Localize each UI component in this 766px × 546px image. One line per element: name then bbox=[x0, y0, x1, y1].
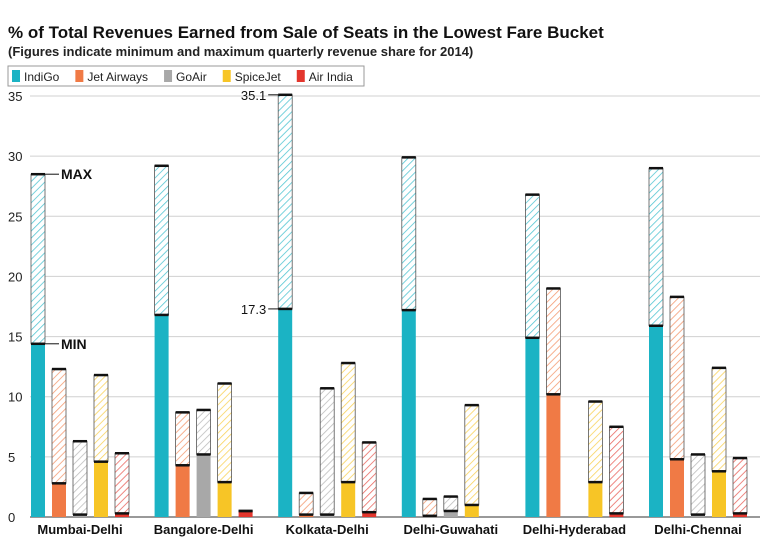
min-bar bbox=[609, 513, 624, 517]
min-bar bbox=[525, 337, 540, 517]
range-box bbox=[114, 452, 130, 514]
min-bar bbox=[154, 314, 169, 517]
x-tick-label: Delhi-Hyderabad bbox=[523, 522, 626, 537]
range-box bbox=[196, 409, 212, 455]
range-box bbox=[175, 411, 191, 466]
min-bar bbox=[94, 461, 108, 517]
min-bar bbox=[278, 308, 293, 517]
min-bar bbox=[401, 310, 416, 517]
range-box bbox=[93, 374, 109, 463]
min-bar bbox=[546, 394, 561, 517]
range-box bbox=[546, 288, 561, 395]
min-bar bbox=[217, 482, 232, 517]
y-tick-label: 20 bbox=[8, 269, 22, 284]
range-box bbox=[217, 383, 233, 483]
legend-swatch bbox=[164, 70, 173, 82]
min-bar bbox=[341, 482, 356, 517]
y-tick-label: 35 bbox=[8, 89, 22, 104]
data-label: 17.3 bbox=[241, 302, 266, 317]
range-box bbox=[277, 94, 293, 310]
min-bar bbox=[649, 325, 663, 517]
annotation: MIN bbox=[61, 336, 87, 352]
range-box bbox=[401, 156, 417, 311]
legend-swatch bbox=[222, 70, 231, 82]
legend-box bbox=[7, 65, 365, 87]
range-box bbox=[732, 457, 748, 514]
data-label: 35.1 bbox=[241, 88, 266, 103]
min-bar bbox=[362, 512, 377, 517]
min-bar bbox=[31, 343, 45, 517]
legend-label: Jet Airways bbox=[87, 70, 148, 84]
annotation: MAX bbox=[61, 166, 93, 182]
range-box bbox=[690, 454, 706, 515]
range-box bbox=[340, 362, 356, 483]
range-box bbox=[298, 492, 314, 515]
legend-label: GoAir bbox=[176, 70, 207, 84]
min-bar bbox=[588, 482, 603, 517]
legend-swatch bbox=[296, 70, 305, 82]
range-box bbox=[443, 496, 459, 512]
range-box bbox=[711, 367, 727, 472]
x-tick-label: Kolkata-Delhi bbox=[286, 522, 369, 537]
min-bar bbox=[733, 513, 747, 517]
range-box bbox=[154, 165, 170, 316]
range-box bbox=[422, 498, 438, 517]
legend-swatch bbox=[75, 70, 84, 82]
min-bar bbox=[464, 504, 479, 517]
range-box bbox=[525, 194, 540, 339]
range-box bbox=[464, 404, 480, 506]
y-tick-label: 10 bbox=[8, 390, 22, 405]
y-tick-label: 5 bbox=[8, 450, 15, 465]
legend-label: SpiceJet bbox=[235, 70, 282, 84]
min-bar bbox=[52, 483, 66, 517]
range-box bbox=[72, 440, 88, 515]
min-bar bbox=[443, 510, 458, 517]
range-box bbox=[51, 368, 67, 484]
legend-label: IndiGo bbox=[24, 70, 60, 84]
min-bar bbox=[196, 454, 211, 517]
min-bar bbox=[670, 459, 684, 517]
x-tick-label: Delhi-Chennai bbox=[654, 522, 741, 537]
range-box bbox=[319, 387, 335, 515]
min-bar bbox=[175, 465, 190, 517]
min-bar bbox=[712, 471, 726, 517]
legend-swatch bbox=[12, 70, 20, 82]
range-box bbox=[588, 401, 603, 483]
y-tick-label: 15 bbox=[8, 330, 22, 345]
y-tick-label: 0 bbox=[8, 510, 15, 525]
range-box bbox=[361, 442, 377, 513]
x-tick-label: Mumbai-Delhi bbox=[37, 522, 122, 537]
x-tick-label: Bangalore-Delhi bbox=[154, 522, 254, 537]
chart-subtitle: (Figures indicate minimum and maximum qu… bbox=[8, 44, 473, 59]
range-box bbox=[669, 296, 685, 460]
min-bar bbox=[115, 513, 129, 517]
range-box bbox=[609, 426, 624, 514]
min-bar bbox=[238, 510, 253, 517]
y-tick-label: 25 bbox=[8, 209, 22, 224]
x-tick-label: Delhi-Guwahati bbox=[403, 522, 498, 537]
legend-label: Air India bbox=[309, 70, 353, 84]
chart-title: % of Total Revenues Earned from Sale of … bbox=[8, 23, 604, 42]
range-box bbox=[30, 173, 46, 345]
range-box bbox=[648, 167, 664, 327]
y-tick-label: 30 bbox=[8, 149, 22, 164]
